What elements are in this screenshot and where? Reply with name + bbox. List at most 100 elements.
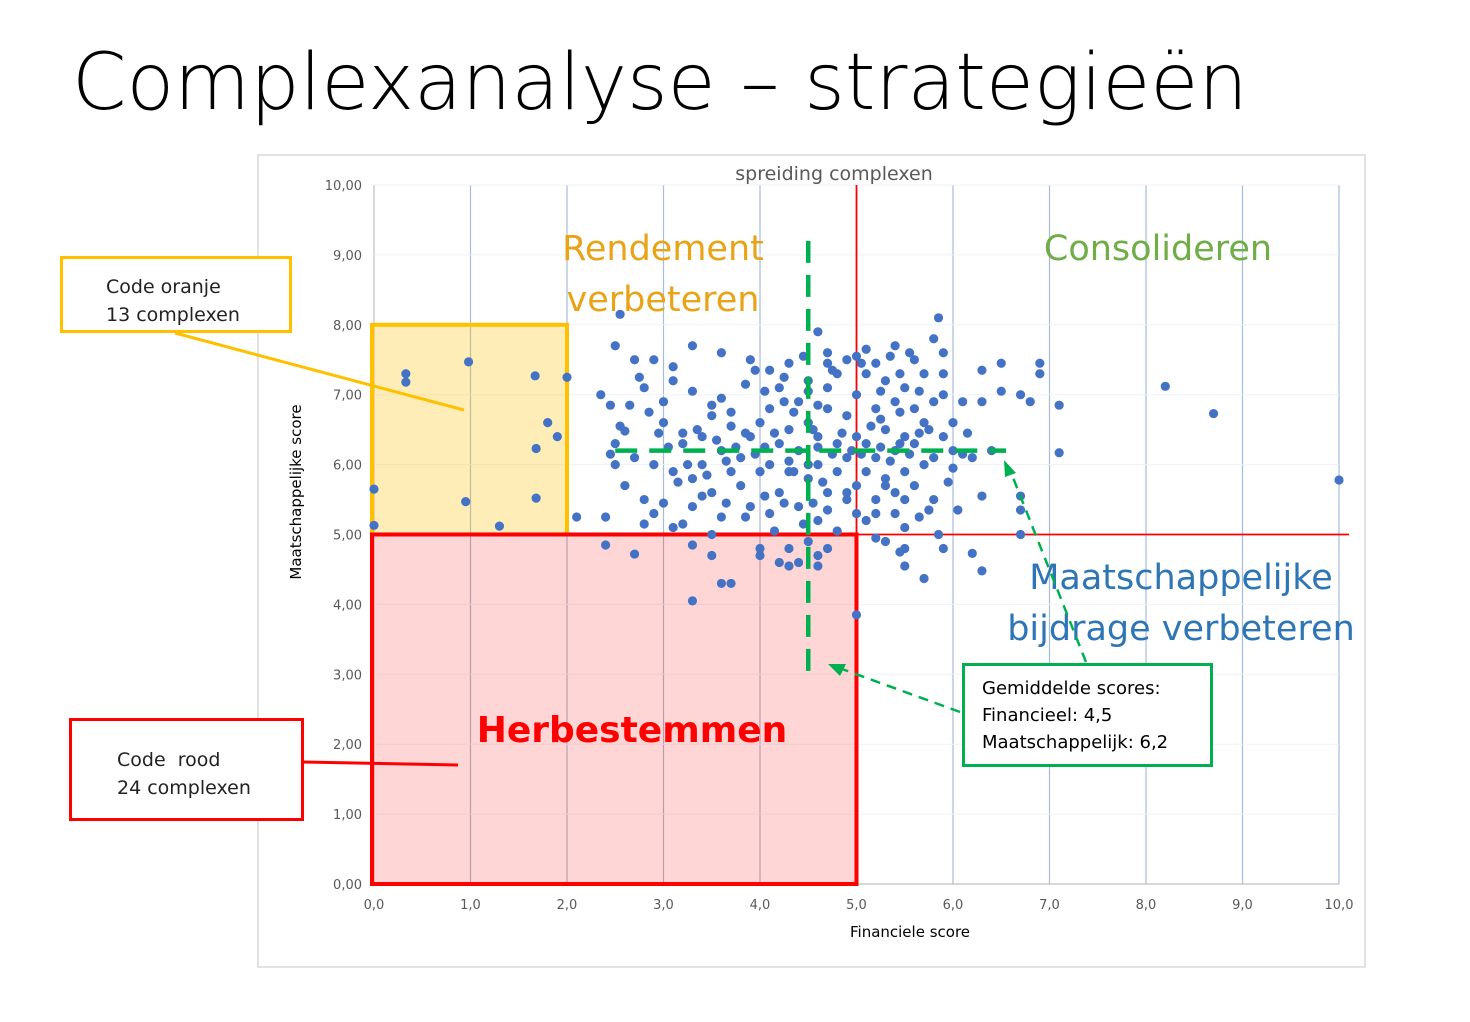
data-point — [784, 543, 794, 554]
data-point — [1025, 397, 1035, 407]
data-point — [813, 400, 823, 410]
data-point — [832, 466, 842, 477]
data-point — [726, 466, 736, 477]
data-point — [369, 484, 379, 494]
data-point — [847, 446, 857, 456]
data-point — [842, 411, 852, 421]
data-point — [726, 578, 736, 589]
x-tick-label: 0,0 — [364, 898, 385, 913]
data-point — [977, 491, 987, 501]
data-point — [625, 400, 635, 410]
data-point — [610, 341, 620, 351]
data-point — [822, 358, 833, 368]
data-point — [716, 348, 727, 358]
data-point — [543, 418, 553, 428]
y-tick-label: 3,00 — [333, 668, 362, 683]
data-point — [871, 494, 881, 505]
data-point — [933, 529, 944, 540]
data-point — [692, 425, 702, 435]
data-point — [644, 407, 654, 417]
data-point — [895, 369, 905, 379]
data-point — [774, 383, 784, 393]
data-point — [919, 369, 929, 379]
data-point — [615, 309, 625, 319]
data-point — [827, 365, 837, 375]
data-point — [890, 397, 900, 407]
data-point — [572, 512, 582, 522]
data-point — [977, 397, 987, 407]
data-point — [769, 428, 780, 438]
data-point — [794, 501, 804, 512]
data-point — [1015, 505, 1026, 515]
data-point — [649, 355, 659, 365]
data-point — [1054, 400, 1064, 410]
data-point — [620, 480, 630, 491]
data-point — [880, 425, 891, 435]
data-point — [842, 453, 852, 463]
data-point — [851, 432, 862, 442]
data-point — [909, 355, 920, 365]
data-point — [914, 512, 924, 522]
slide-title: Complexanalyse – strategieën — [72, 38, 1248, 128]
data-point — [794, 397, 804, 407]
data-point — [808, 425, 818, 435]
data-point — [765, 365, 775, 375]
data-point — [755, 550, 765, 561]
data-point — [615, 421, 625, 431]
y-tick-label: 2,00 — [333, 738, 362, 753]
data-point — [716, 393, 727, 403]
data-point — [610, 460, 620, 470]
y-axis-title: Maatschappelijke score — [287, 404, 305, 579]
data-point — [900, 383, 910, 393]
data-point — [818, 477, 828, 487]
data-point — [871, 358, 881, 368]
data-point — [745, 355, 755, 365]
data-point — [610, 439, 620, 449]
data-point — [900, 522, 910, 533]
y-tick-label: 1,00 — [333, 808, 362, 823]
data-point — [629, 355, 640, 365]
data-point — [967, 548, 977, 558]
data-point — [687, 540, 698, 550]
data-point — [711, 435, 722, 445]
data-point — [1208, 408, 1219, 419]
data-point — [890, 508, 900, 519]
data-point — [958, 397, 968, 407]
data-point — [962, 428, 973, 438]
data-point — [803, 473, 813, 484]
region-rood — [370, 532, 859, 886]
x-tick-label: 5,0 — [846, 898, 867, 913]
data-point — [861, 515, 871, 526]
data-point — [784, 358, 794, 368]
data-point — [813, 515, 823, 526]
data-point — [914, 386, 924, 396]
data-point — [784, 425, 794, 435]
data-point — [851, 610, 862, 620]
average-note-line-3: Maatschappelijk: 6,2 — [982, 732, 1169, 753]
data-point — [880, 376, 891, 386]
data-point — [707, 411, 717, 421]
data-point — [769, 526, 780, 536]
label-maatschappelijk-2: bijdrage verbeteren — [1007, 609, 1355, 649]
data-point — [1160, 381, 1170, 391]
data-point — [605, 400, 616, 410]
y-tick-label: 7,00 — [333, 389, 362, 404]
data-point — [948, 446, 958, 456]
data-point — [861, 344, 871, 354]
data-point — [1015, 390, 1026, 400]
data-point — [707, 487, 717, 498]
data-point — [658, 418, 669, 428]
data-point — [401, 377, 411, 387]
data-point — [702, 470, 712, 480]
data-point — [707, 529, 717, 540]
data-point — [629, 453, 640, 463]
data-point — [895, 547, 905, 557]
data-point — [909, 439, 920, 449]
data-point — [531, 443, 541, 454]
data-point — [953, 505, 963, 515]
x-tick-label: 7,0 — [1039, 898, 1060, 913]
data-point — [876, 386, 886, 396]
label-rendement-2: verbeteren — [567, 280, 760, 320]
data-point — [943, 477, 953, 487]
data-point — [673, 477, 683, 487]
